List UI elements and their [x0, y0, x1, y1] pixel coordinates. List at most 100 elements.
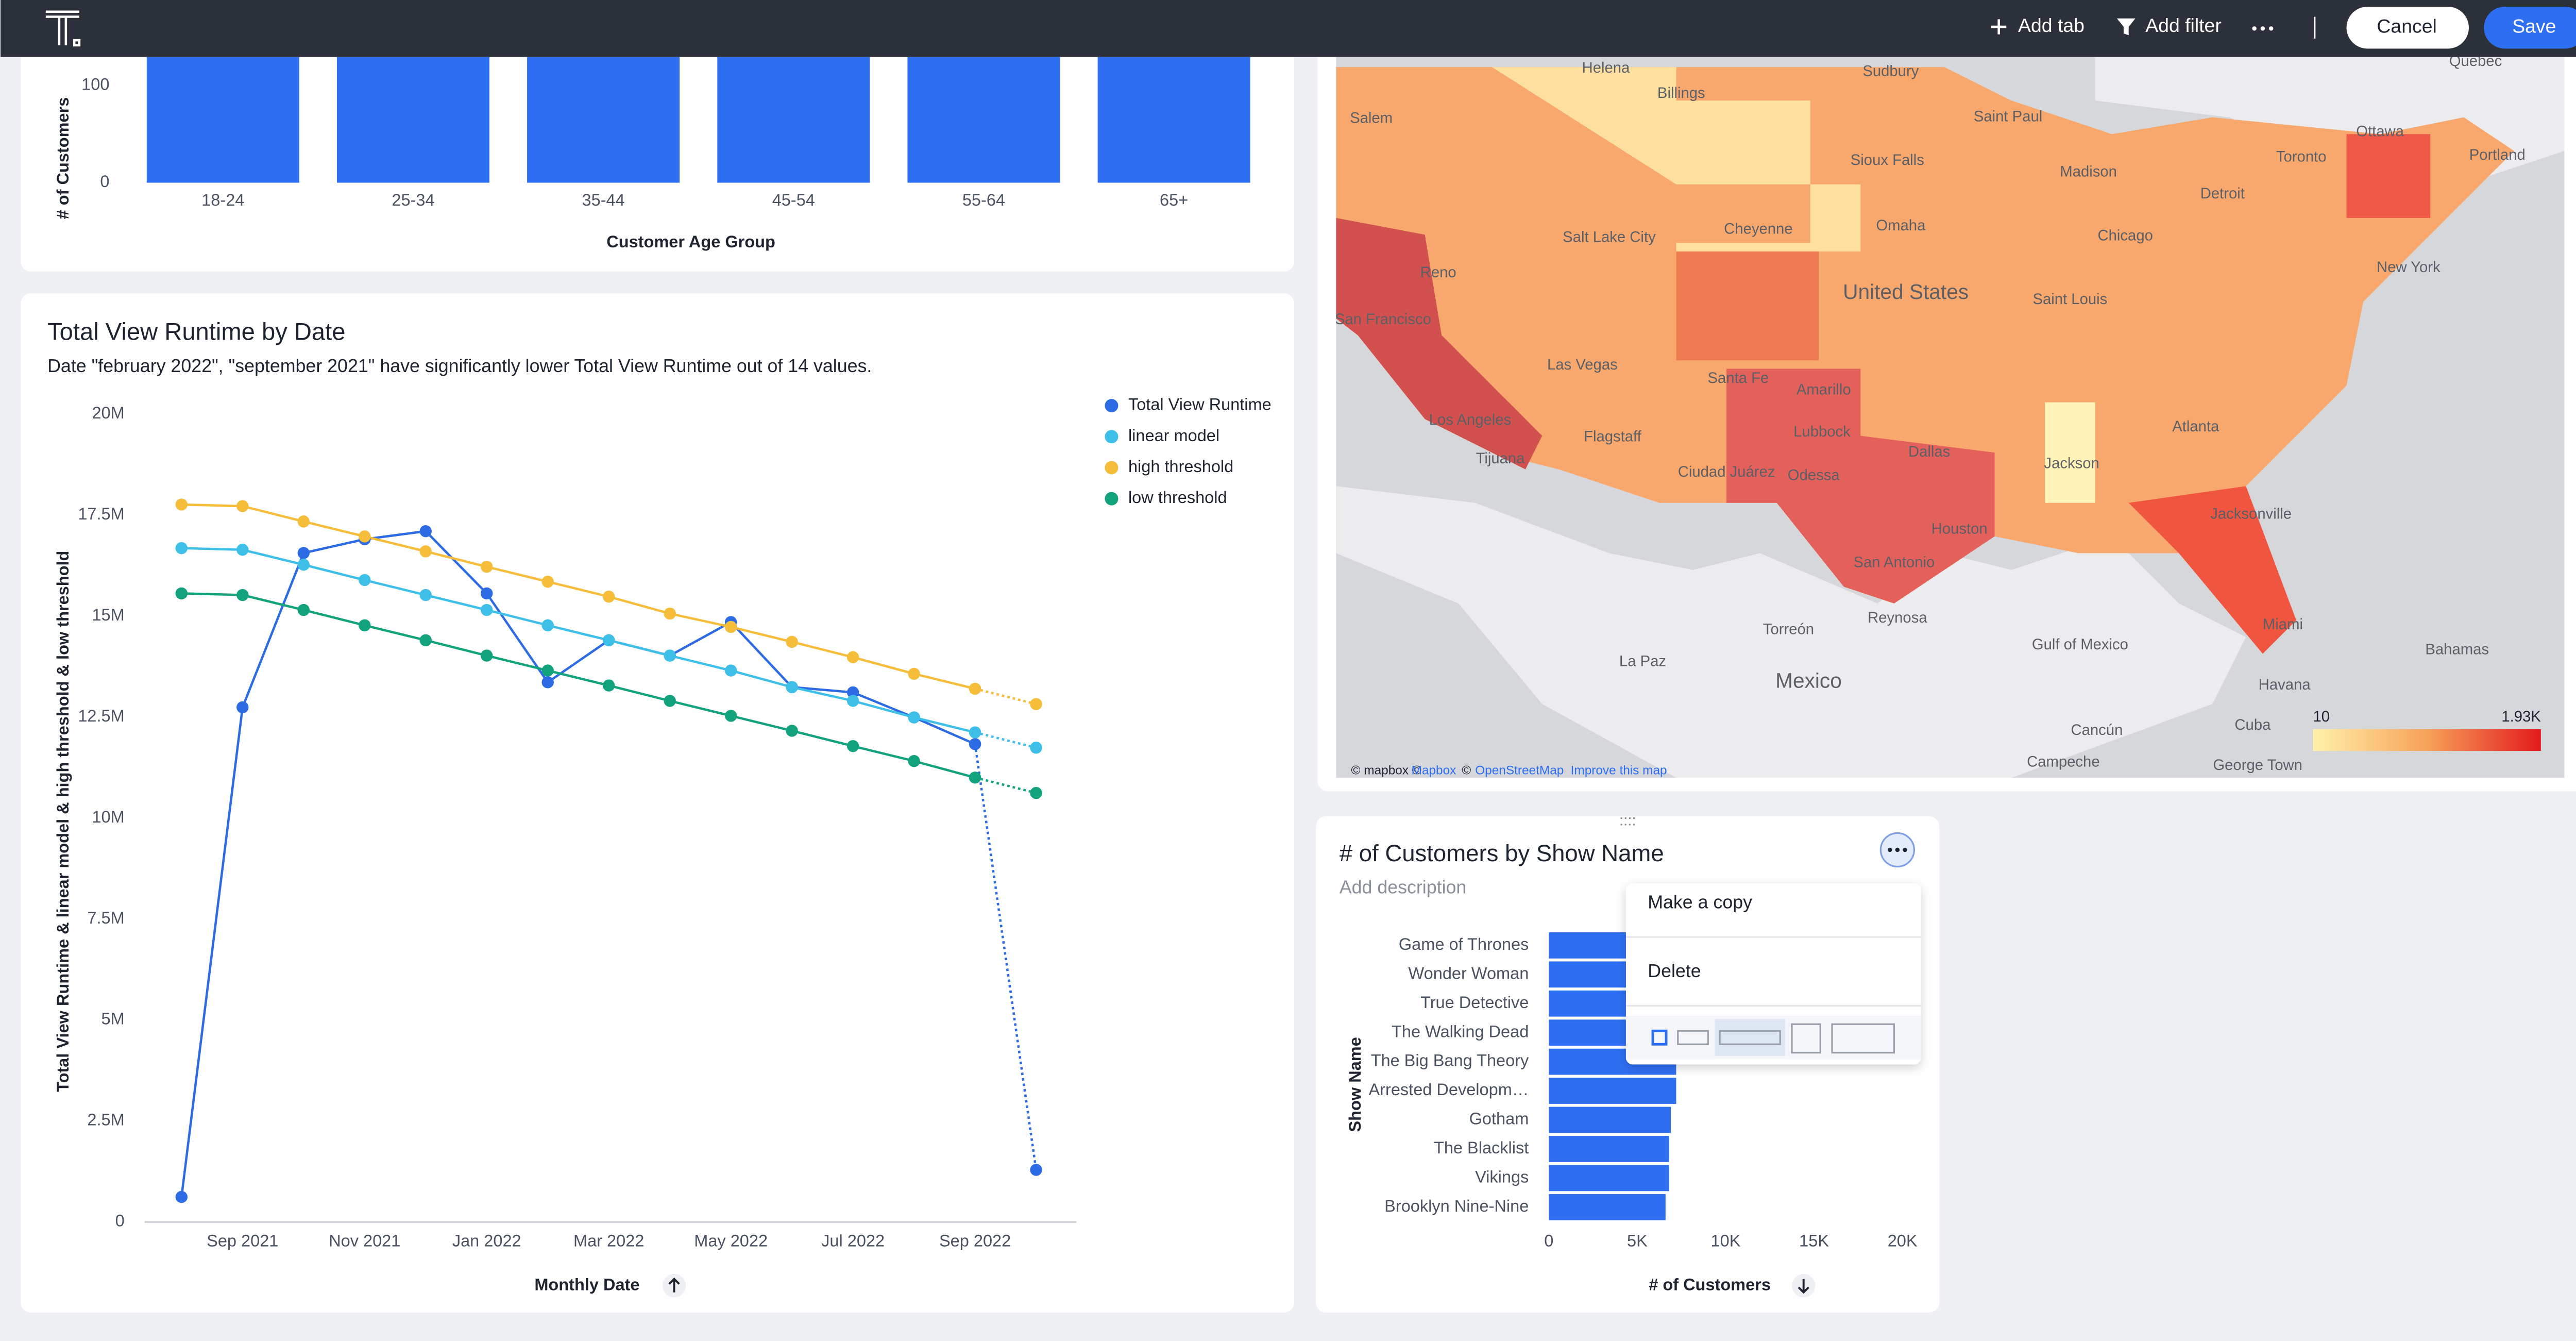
bar: [1549, 1078, 1676, 1104]
map-label: Gulf of Mexico: [2032, 636, 2128, 653]
sort-icon: [1798, 1279, 1809, 1294]
point: [481, 587, 493, 600]
y-tick-label: 0: [100, 172, 109, 191]
x-tick-label: 10K: [1711, 1232, 1741, 1250]
y-tick-label: True Detective: [1420, 993, 1529, 1012]
map-label: Miami: [2263, 616, 2303, 633]
y-tick-label: 10M: [92, 808, 124, 826]
legend-label[interactable]: Total View Runtime: [1128, 395, 1272, 414]
map: Salem Helena Billings Sudbury Québec Ottawa To…: [1336, 57, 2565, 778]
map-label: George Town: [2213, 757, 2302, 774]
size-option[interactable]: [1791, 1023, 1821, 1054]
map-label: Mexico: [1775, 669, 1842, 693]
size-option[interactable]: [1719, 1030, 1781, 1045]
size-option[interactable]: [1715, 1019, 1785, 1057]
menu-item[interactable]: Delete: [1648, 961, 1701, 981]
map-label: Santa Fe: [1707, 370, 1769, 387]
chart-description[interactable]: Add description: [1340, 877, 1467, 897]
y-tick-label: Brooklyn Nine-Nine: [1384, 1197, 1529, 1215]
point: [175, 587, 188, 600]
more-icon: [1888, 847, 1907, 852]
y-tick-label: 0: [115, 1212, 125, 1230]
map-label: Jacksonville: [2210, 506, 2292, 522]
y-tick-label: 100: [81, 75, 109, 93]
chart-title: Total View Runtime by Date: [47, 318, 345, 345]
map-region: [1726, 368, 1995, 604]
add-filter-button[interactable]: Add filter: [2145, 14, 2222, 36]
point: [969, 772, 981, 784]
point: [419, 545, 432, 558]
x-axis-label: Customer Age Group: [606, 232, 775, 251]
cancel-button[interactable]: Cancel: [2377, 15, 2436, 37]
series-line: [181, 592, 976, 779]
map-label: Torreón: [1763, 622, 1814, 638]
drag-handle[interactable]: ::::: [1619, 812, 1636, 829]
legend-label[interactable]: low threshold: [1128, 488, 1227, 507]
map-attribution[interactable]: Improve this map: [1571, 764, 1667, 778]
point: [419, 525, 432, 538]
legend-swatch: [1105, 492, 1118, 506]
point: [908, 711, 920, 724]
map-label: Omaha: [1876, 217, 1926, 234]
map-label: Ciudad Juárez: [1678, 464, 1775, 480]
x-tick-label: 45-54: [772, 191, 815, 209]
x-tick-label: 0: [1544, 1232, 1553, 1250]
menu-item[interactable]: Make a copy: [1648, 892, 1752, 913]
save-button[interactable]: Save: [2512, 15, 2556, 37]
point: [786, 681, 798, 693]
legend-label[interactable]: high threshold: [1128, 457, 1233, 476]
map-region: [2128, 486, 2296, 654]
map-label: Reno: [1420, 264, 1456, 281]
chart-subtitle: Date "february 2022", "september 2021" h…: [47, 356, 872, 376]
size-option[interactable]: [1831, 1023, 1895, 1054]
legend-label[interactable]: linear model: [1128, 426, 1219, 445]
map-land: [1336, 486, 2246, 778]
cancel-pill[interactable]: [2346, 7, 2469, 49]
point: [846, 740, 859, 752]
map-label: Saint Louis: [2032, 291, 2107, 308]
map-label: Bahamas: [2425, 642, 2489, 658]
map-label: Odessa: [1788, 467, 1840, 483]
map-label: Tijuana: [1476, 450, 1526, 467]
map-region: [1336, 217, 1543, 470]
map-label: Las Vegas: [1547, 357, 1618, 373]
bar: [146, 57, 299, 183]
logo[interactable]: [45, 10, 81, 47]
add-tab-button[interactable]: Add tab: [2018, 14, 2084, 36]
point: [359, 530, 371, 543]
point: [236, 589, 249, 601]
x-axis-label: # of Customers: [1649, 1275, 1771, 1294]
map-label: San Antonio: [1853, 555, 1935, 571]
y-tick-label: 12.5M: [78, 707, 124, 725]
point: [236, 500, 249, 512]
map-label: Chicago: [2098, 227, 2153, 244]
map-region: [1492, 67, 1861, 252]
point: [1030, 786, 1042, 799]
y-tick-label: Wonder Woman: [1409, 964, 1529, 982]
legend-swatch: [1105, 399, 1118, 413]
size-option[interactable]: [1651, 1029, 1668, 1046]
map-label: Houston: [1931, 521, 1988, 538]
point: [481, 649, 493, 662]
map-label: Salem: [1350, 110, 1393, 127]
point: [969, 726, 981, 739]
series-line: [181, 503, 976, 690]
point: [664, 649, 676, 662]
map-attribution[interactable]: OpenStreetMap: [1475, 764, 1564, 778]
map-attribution[interactable]: ©: [1462, 764, 1471, 778]
map-legend-min: 10: [2313, 709, 2330, 725]
size-option[interactable]: [1677, 1030, 1709, 1045]
point: [541, 575, 554, 588]
point: [541, 619, 554, 632]
map-attribution[interactable]: Mapbox: [1412, 764, 1456, 778]
point: [908, 755, 920, 767]
more-button[interactable]: [2252, 26, 2274, 31]
point: [602, 634, 615, 647]
bar: [1549, 1107, 1671, 1133]
y-tick-label: Vikings: [1475, 1167, 1529, 1186]
save-pill[interactable]: [2484, 7, 2576, 49]
point: [297, 604, 310, 616]
map-label: Dallas: [1908, 444, 1950, 460]
x-axis-label: Monthly Date: [534, 1275, 639, 1294]
